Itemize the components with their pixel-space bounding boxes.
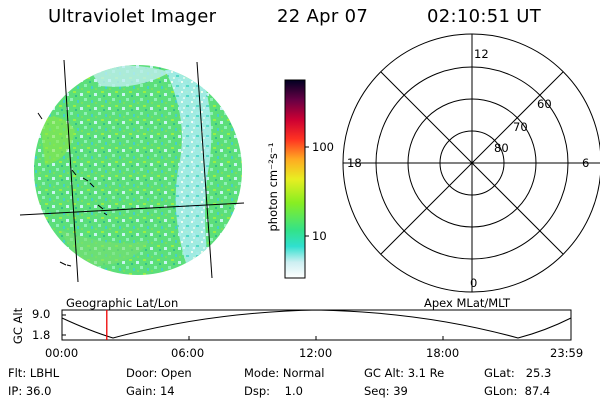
ip-readout: IP: 36.0	[8, 384, 52, 398]
apex-caption: Apex MLat/MLT	[424, 296, 511, 310]
timeline-xtick-2: 12:00	[299, 346, 333, 360]
timeline-ticks	[61, 314, 572, 340]
mlat-label-60: 60	[537, 97, 552, 111]
colorbar-ticks	[305, 146, 309, 237]
seq-readout: Seq: 39	[364, 384, 408, 398]
timeline-xtick-0: 00:00	[45, 346, 79, 360]
timeline-ylabel: GC Alt	[11, 307, 25, 345]
mode-readout: Mode: Normal	[244, 366, 325, 380]
glat-readout: GLat: 25.3	[484, 366, 552, 380]
glon-readout: GLon: 87.4	[484, 384, 551, 398]
door-readout: Door: Open	[126, 366, 192, 380]
mlt-label-12: 12	[474, 47, 489, 61]
gcalt-readout: GC Alt: 3.1 Re	[364, 366, 445, 380]
gc-alt-curve	[61, 309, 572, 339]
uv-image-disk	[34, 65, 242, 275]
apex-polar-grid	[342, 33, 600, 293]
timeline-xtick-3: 18:00	[426, 346, 460, 360]
timeline-xtick-1: 06:00	[171, 346, 205, 360]
mlt-label-0: 0	[470, 276, 478, 290]
mlt-label-18: 18	[347, 156, 362, 170]
colorbar	[284, 79, 306, 279]
colorbar-tick-100: 100	[312, 140, 334, 154]
geo-grid-lines	[19, 59, 245, 283]
geo-caption: Geographic Lat/Lon	[66, 296, 179, 310]
app-title: Ultraviolet Imager	[48, 6, 217, 27]
colorbar-tick-10: 10	[312, 229, 327, 243]
gain-readout: Gain: 14	[126, 384, 175, 398]
timeline-xtick-4: 23:59	[550, 346, 584, 360]
flt-readout: Flt: LBHL	[8, 366, 60, 380]
date-readout: 22 Apr 07	[277, 6, 369, 27]
timeline-ytick-1.8: 1.8	[32, 328, 51, 342]
dsp-readout: Dsp: 1.0	[244, 384, 303, 398]
mlt-label-6: 6	[582, 156, 590, 170]
colorbar-unit-label: photon cm⁻²s⁻¹	[266, 142, 280, 232]
timeline-frame	[61, 309, 572, 341]
coastline-fragments	[37, 112, 108, 267]
time-readout: 02:10:51 UT	[427, 6, 542, 27]
mlat-label-80: 80	[494, 141, 509, 155]
timeline-ytick-9: 9.0	[32, 307, 51, 321]
mlat-label-70: 70	[513, 120, 528, 134]
